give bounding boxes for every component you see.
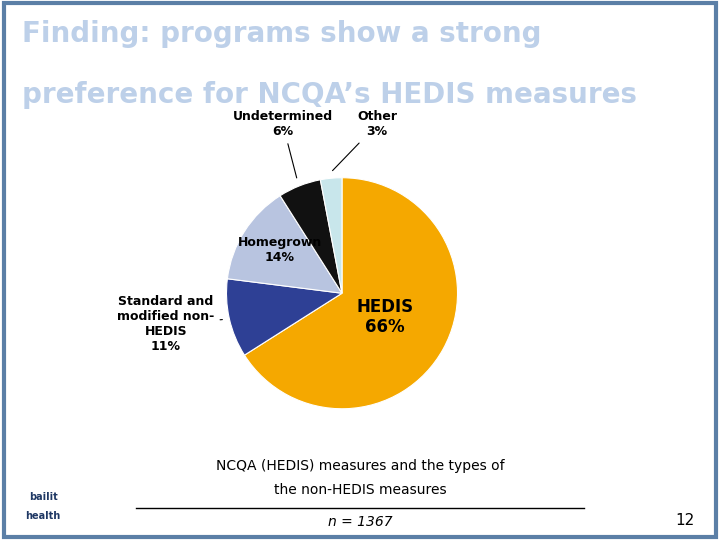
- Text: bailit: bailit: [29, 492, 58, 502]
- Text: preference for NCQA’s HEDIS measures: preference for NCQA’s HEDIS measures: [22, 81, 636, 109]
- Wedge shape: [280, 180, 342, 293]
- Text: the non-HEDIS measures: the non-HEDIS measures: [274, 483, 446, 497]
- Text: Homegrown
14%: Homegrown 14%: [238, 236, 322, 264]
- Text: n = 1367: n = 1367: [328, 515, 392, 529]
- Wedge shape: [228, 195, 342, 293]
- Wedge shape: [245, 178, 457, 409]
- Text: Other
3%: Other 3%: [333, 110, 397, 171]
- Text: NCQA (HEDIS) measures and the types of: NCQA (HEDIS) measures and the types of: [216, 459, 504, 473]
- Text: Standard and
modified non-
HEDIS
11%: Standard and modified non- HEDIS 11%: [117, 295, 222, 353]
- Wedge shape: [320, 178, 342, 293]
- Text: 12: 12: [675, 513, 695, 528]
- Text: health: health: [26, 511, 60, 521]
- Wedge shape: [227, 279, 342, 355]
- Text: HEDIS
66%: HEDIS 66%: [356, 298, 414, 336]
- Text: Undetermined
6%: Undetermined 6%: [233, 110, 333, 178]
- Text: Finding: programs show a strong: Finding: programs show a strong: [22, 20, 541, 48]
